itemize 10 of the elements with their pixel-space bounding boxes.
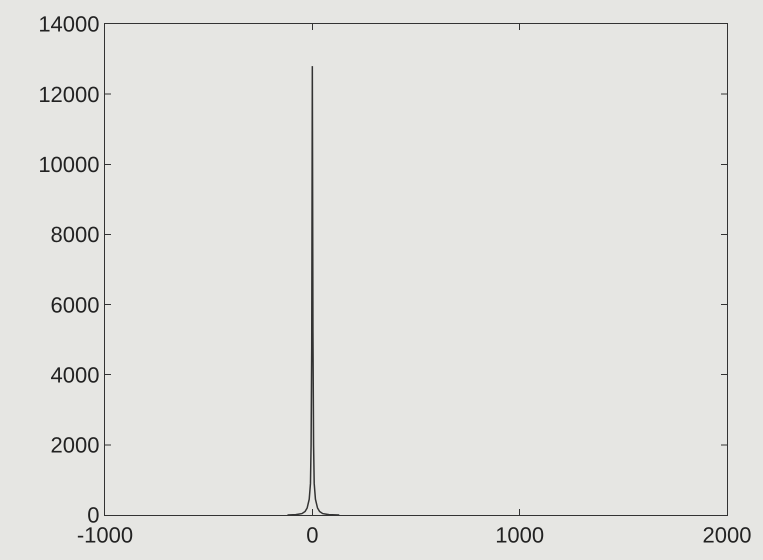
y-tick-label: 2000	[50, 432, 100, 458]
y-tick-label: 6000	[50, 292, 100, 318]
x-tick-label: 2000	[702, 522, 752, 548]
y-tick-label: 14000	[38, 12, 100, 37]
y-tick-label: 10000	[38, 152, 100, 177]
x-tick-label: 0	[306, 522, 318, 548]
y-tick-label: 8000	[50, 222, 100, 248]
x-tick-label: 1000	[495, 522, 544, 548]
y-tick-label: 12000	[38, 82, 100, 107]
y-tick-label: 4000	[50, 362, 100, 388]
